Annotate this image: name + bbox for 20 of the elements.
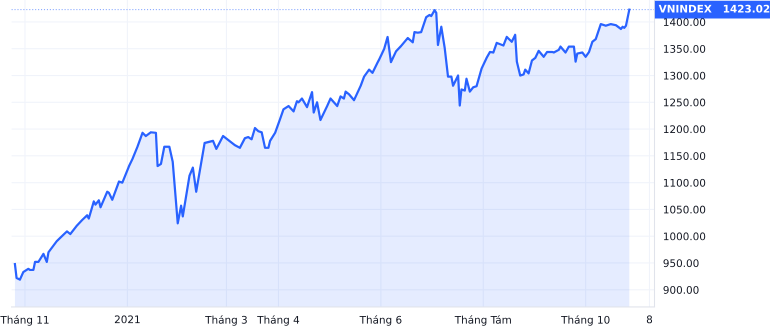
x-tick-label: Tháng 10: [561, 315, 610, 326]
x-tick-label: Tháng 3: [205, 315, 247, 326]
y-tick-label: 1400.00: [664, 18, 706, 26]
y-tick-label: 1250.00: [664, 98, 706, 106]
y-tick-label: 1000.00: [664, 232, 706, 240]
x-tick-label: 8: [646, 315, 652, 324]
x-tick-label: Tháng Tám: [454, 315, 511, 326]
y-tick-label: 1200.00: [664, 125, 706, 134]
text: VNINDEX 1423.02: [658, 4, 770, 13]
x-tick-label: Tháng 6: [360, 315, 402, 326]
y-tick-label: 900.00: [663, 286, 699, 294]
x-tick-label: 2021: [114, 315, 140, 324]
x-tick-label: Tháng 4: [257, 315, 300, 326]
y-tick-label: 1350.00: [664, 44, 706, 53]
y-tick-label: 1100.00: [664, 178, 706, 187]
y-tick-label: 1300.00: [664, 72, 706, 80]
y-tick-label: 950.00: [663, 259, 699, 268]
x-tick-label: Tháng 11: [0, 315, 49, 326]
y-tick-label: 1150.00: [664, 152, 706, 160]
y-tick-label: 1050.00: [664, 206, 706, 214]
